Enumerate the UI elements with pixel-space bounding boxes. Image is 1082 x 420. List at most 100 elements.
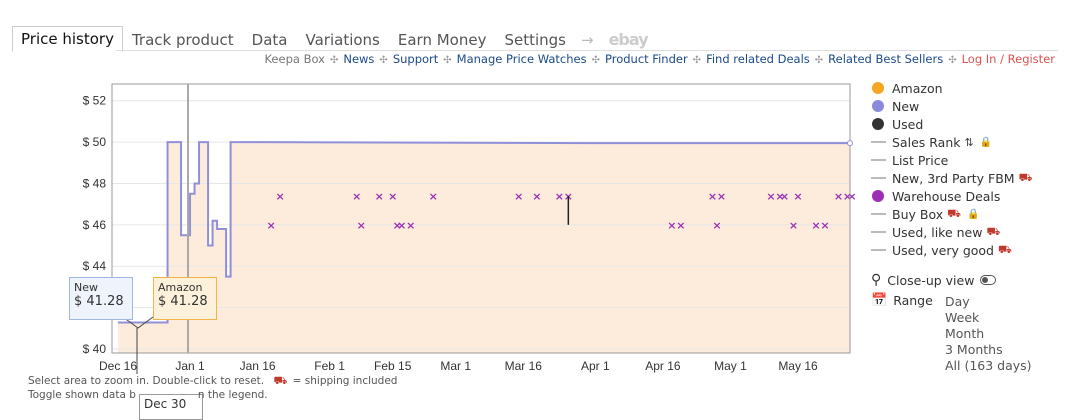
keepa-box-link[interactable]: Keepa Box [264, 52, 325, 66]
separator-icon: ✣ [443, 55, 452, 66]
warehouse-deal-marker: × [789, 219, 798, 232]
legend-item-new[interactable]: New [870, 97, 1032, 115]
tab-data[interactable]: Data [251, 31, 288, 49]
warehouse-deal-marker: × [847, 190, 856, 203]
legend-item-list-price[interactable]: List Price [870, 151, 1032, 169]
warehouse-deal-marker: × [555, 190, 564, 203]
warehouse-deal-marker: × [775, 190, 784, 203]
product-finder-link[interactable]: Product Finder [604, 52, 688, 66]
range-option-3-months[interactable]: 3 Months [945, 342, 1003, 357]
truck-icon: ⛟ [998, 242, 1012, 256]
truck-icon: ⛟ [947, 206, 961, 220]
toggle-hint: Toggle shown data b n the legend. [28, 389, 268, 401]
y-tick-label: $ 44 [83, 259, 107, 273]
legend-item-warehouse-deals[interactable]: Warehouse Deals [870, 187, 1032, 205]
series-end-marker [847, 140, 853, 147]
tab-earn-money[interactable]: Earn Money [397, 31, 487, 49]
x-tick-label: Dec 16 [99, 359, 137, 373]
range-option-day[interactable]: Day [945, 294, 970, 309]
y-tick-label: $ 52 [83, 94, 107, 108]
separator-icon: ✣ [379, 55, 388, 66]
warehouse-deal-marker: × [843, 190, 852, 203]
tooltip-name: Amazon [158, 281, 203, 294]
new-dot-icon [872, 100, 884, 112]
y-tick-label: $ 48 [83, 176, 107, 190]
line-icon [871, 141, 886, 143]
legend-item-amazon[interactable]: Amazon [870, 79, 1032, 97]
warehouse-deal-marker: × [406, 219, 415, 232]
hint-text: Select area to zoom in. Double-click to … [28, 375, 265, 387]
warehouse-deal-marker: × [267, 219, 276, 232]
lock-icon: 🔒 [966, 208, 980, 220]
used-dot-icon [872, 118, 884, 130]
y-tick-label: $ 46 [83, 218, 107, 232]
truck-icon: ⛟ [273, 374, 288, 387]
tooltip-name: New [74, 281, 98, 294]
y-tick-label: $ 40 [83, 342, 107, 356]
range-option-month[interactable]: Month [945, 326, 985, 341]
line-icon [871, 177, 886, 179]
range-label-group: 📅 Range [870, 293, 933, 308]
x-tick-label: May 1 [714, 359, 747, 373]
lock-icon: 🔒 [979, 136, 993, 148]
find-related-deals-link[interactable]: Find related Deals [706, 52, 810, 66]
warehouse-deal-marker: × [780, 190, 789, 203]
manage-price-watches-link[interactable]: Manage Price Watches [456, 52, 587, 66]
warehouse-deal-marker: × [393, 219, 402, 232]
warehouse-deal-marker: × [667, 219, 676, 232]
warehouse-deal-marker: × [766, 190, 775, 203]
tooltip-value: $ 41.28 [74, 294, 124, 309]
login-link[interactable]: Log In / Register [961, 52, 1055, 66]
legend-item-used[interactable]: Used [870, 115, 1032, 133]
legend-label: List Price [892, 152, 949, 168]
tab-track-product[interactable]: Track product [131, 31, 234, 49]
legend-item-used-like-new[interactable]: Used, like new ⛟ [870, 223, 1032, 241]
separator-icon: ✣ [329, 55, 339, 66]
closeup-label: Close-up view [887, 272, 975, 288]
range-options: Day Week Month 3 Months All (163 days) [945, 294, 1032, 374]
related-best-sellers-link[interactable]: Related Best Sellers [828, 52, 944, 66]
legend-label: Sales Rank [892, 134, 961, 150]
legend-item-sales-rank[interactable]: Sales Rank ⇅ 🔒 [870, 133, 1032, 151]
tab-divider [116, 50, 1058, 51]
legend-label: New [892, 98, 920, 114]
warehouse-deal-marker: × [429, 190, 438, 203]
truck-icon: ⛟ [986, 224, 1001, 238]
x-tick-label: May 16 [778, 359, 818, 373]
support-link[interactable]: Support [392, 52, 439, 66]
x-tick-label: Apr 16 [645, 359, 681, 373]
separator-icon: ✣ [948, 55, 957, 66]
range-label: Range [893, 293, 933, 308]
separator-icon: ✣ [591, 55, 600, 66]
legend-item-new-3rd-party-fbm[interactable]: New, 3rd Party FBM ⛟ [870, 169, 1032, 187]
legend-item-buy-box[interactable]: Buy Box ⛟ 🔒 [870, 205, 1032, 223]
warehouse-deal-marker: × [397, 219, 406, 232]
warehouse-deal-marker: × [793, 190, 802, 203]
warehouse-dot-icon [872, 190, 884, 202]
closeup-toggle[interactable]: ⚲ Close-up view [870, 272, 997, 288]
tab-ebay[interactable]: ebay [608, 30, 649, 49]
warehouse-deal-marker: × [532, 190, 541, 203]
news-link[interactable]: News [343, 52, 375, 66]
tab-variations[interactable]: Variations [305, 31, 380, 49]
plot-frame [111, 83, 851, 354]
tab-settings[interactable]: Settings [504, 31, 566, 49]
x-tick-label: Jan 16 [240, 359, 276, 373]
warehouse-deal-marker: × [276, 190, 285, 203]
line-icon [871, 159, 886, 161]
x-tick-label: Jan 1 [175, 359, 205, 373]
range-option-all[interactable]: All (163 days) [945, 358, 1032, 373]
legend-label: Buy Box [892, 206, 944, 222]
x-tick-label: Mar 1 [440, 359, 471, 373]
line-icon [871, 231, 886, 233]
new-price-line [118, 141, 850, 324]
toggle-switch[interactable] [980, 275, 997, 285]
legend-label: New, 3rd Party FBM [892, 170, 1015, 186]
tab-price-history[interactable]: Price history [12, 26, 123, 52]
legend-item-used-very-good[interactable]: Used, very good ⛟ [870, 241, 1032, 259]
range-option-week[interactable]: Week [945, 310, 980, 325]
legend-label: Warehouse Deals [892, 188, 1001, 204]
amazon-price-tooltip: Amazon $ 41.28 [153, 277, 217, 320]
new-price-tooltip: New $ 41.28 [69, 277, 133, 320]
